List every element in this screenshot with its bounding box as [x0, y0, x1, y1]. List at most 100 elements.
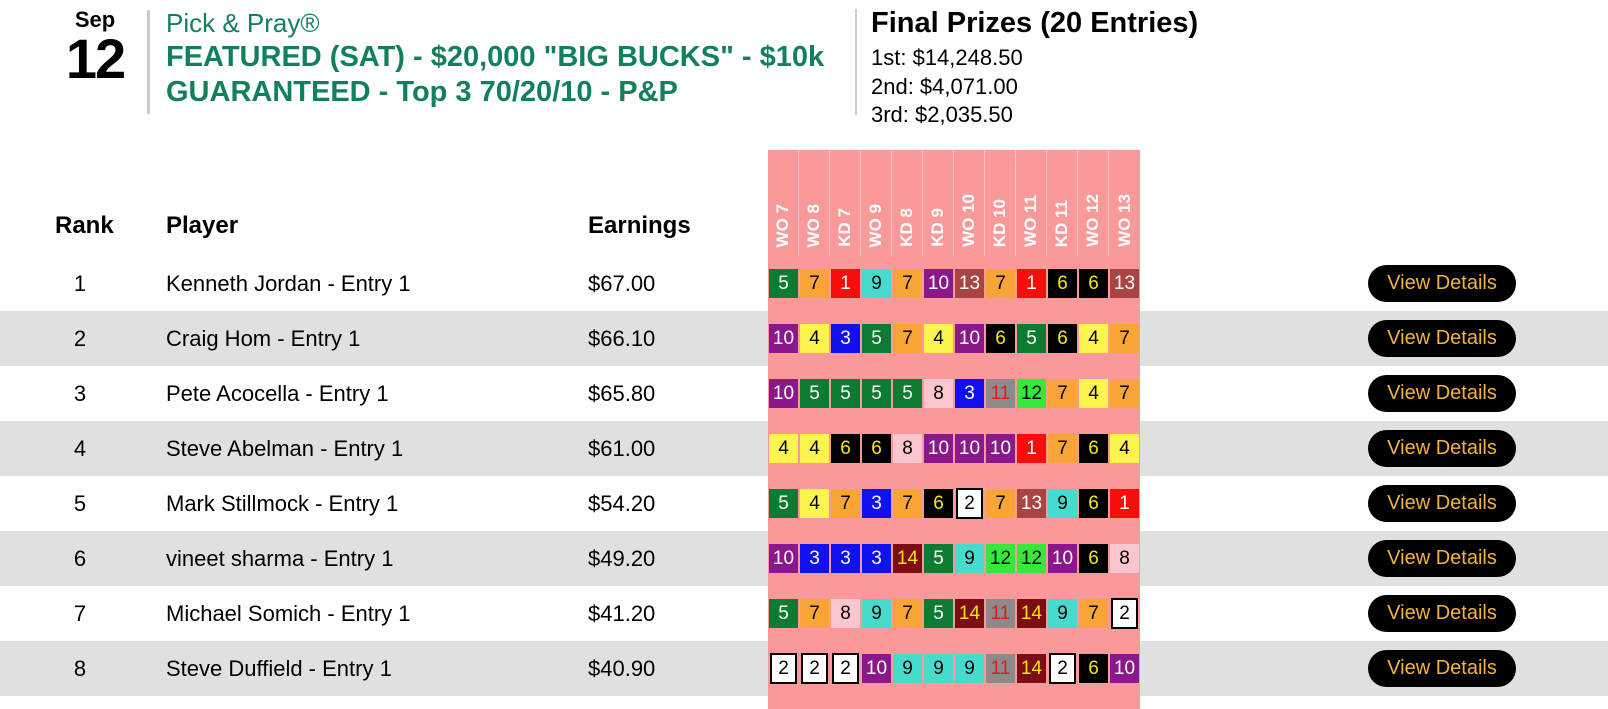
- saddle-cloth-number: 10: [924, 434, 953, 463]
- view-details-button[interactable]: View Details: [1368, 485, 1516, 522]
- prize-third: 3rd: $2,035.50: [871, 102, 1013, 128]
- view-details-button[interactable]: View Details: [1368, 265, 1516, 302]
- race-header-label: WO 10: [959, 194, 978, 247]
- saddle-cloth-number: 7: [800, 599, 829, 628]
- saddle-cloth-number: 6: [986, 324, 1015, 353]
- saddle-cloth-number: 11: [986, 379, 1015, 408]
- saddle-cloth-number: 7: [1079, 599, 1108, 628]
- saddle-cloth-number: 6: [924, 489, 953, 518]
- pick-cell: 9: [954, 641, 985, 696]
- pick-cell: 1: [830, 256, 861, 311]
- pick-cell: 9: [1047, 476, 1078, 531]
- prizes-heading: Final Prizes (20 Entries): [871, 7, 1199, 39]
- pick-cell: 2: [1109, 586, 1140, 641]
- race-header-label: KD 9: [928, 208, 947, 247]
- pick-cell: 5: [768, 586, 799, 641]
- saddle-cloth-number: 9: [893, 654, 922, 683]
- pick-cell: 11: [985, 641, 1016, 696]
- saddle-cloth-number: 2: [832, 653, 859, 684]
- view-details-button[interactable]: View Details: [1368, 375, 1516, 412]
- view-details-button[interactable]: View Details: [1368, 595, 1516, 632]
- saddle-cloth-number: 5: [924, 544, 953, 573]
- pick-cell: 12: [1016, 366, 1047, 421]
- race-column-header: KD 9: [923, 150, 954, 256]
- saddle-cloth-number: 7: [986, 489, 1015, 518]
- saddle-cloth-number: 2: [801, 653, 828, 684]
- saddle-cloth-number: 10: [986, 434, 1015, 463]
- pick-cell: 8: [892, 421, 923, 476]
- race-header-label: WO 11: [1021, 195, 1040, 247]
- pick-cell: 13: [954, 256, 985, 311]
- race-column-header: KD 10: [985, 150, 1016, 256]
- view-details-button[interactable]: View Details: [1368, 430, 1516, 467]
- pick-cell: 7: [1109, 311, 1140, 366]
- race-header-label: KD 11: [1052, 199, 1071, 247]
- saddle-cloth-number: 5: [800, 379, 829, 408]
- saddle-cloth-number: 7: [1048, 379, 1077, 408]
- pick-cell: 6: [1078, 641, 1109, 696]
- saddle-cloth-number: 5: [769, 269, 798, 298]
- pick-cell: 5: [768, 476, 799, 531]
- pick-cell: 2: [954, 476, 985, 531]
- race-header-label: KD 7: [835, 208, 854, 247]
- saddle-cloth-number: 4: [1110, 434, 1139, 463]
- table-row: 4 Steve Abelman - Entry 1 $61.00 4 4 6 6 8 10 10 1…: [0, 421, 1608, 476]
- saddle-cloth-number: 10: [769, 379, 798, 408]
- race-column-header: WO 10: [954, 150, 985, 256]
- pick-cell: 6: [861, 421, 892, 476]
- pick-cell: 1: [1016, 256, 1047, 311]
- pick-cell: 11: [985, 586, 1016, 641]
- saddle-cloth-number: 14: [1017, 599, 1046, 628]
- pick-cell: 4: [923, 311, 954, 366]
- player-cell: Kenneth Jordan - Entry 1: [166, 271, 411, 296]
- pick-cell: 7: [985, 256, 1016, 311]
- leaderboard-rows: 1 Kenneth Jordan - Entry 1 $67.00 5 7 1 9 7 10 13…: [0, 256, 1608, 696]
- column-header-rank: Rank: [55, 212, 114, 239]
- saddle-cloth-number: 10: [955, 434, 984, 463]
- pick-cell: 7: [892, 586, 923, 641]
- pick-cell: 7: [892, 256, 923, 311]
- earnings-cell: $61.00: [588, 436, 656, 461]
- header-divider: [147, 10, 150, 114]
- saddle-cloth-number: 5: [893, 379, 922, 408]
- pick-cell: 3: [954, 366, 985, 421]
- pick-cell: 10: [923, 421, 954, 476]
- saddle-cloth-number: 10: [1048, 544, 1077, 573]
- pick-cell: 4: [768, 421, 799, 476]
- saddle-cloth-number: 3: [862, 544, 891, 573]
- pick-cell: 3: [830, 531, 861, 586]
- saddle-cloth-number: 5: [769, 599, 798, 628]
- picks-strip: 2 2 2 10 9 9 9 11 14 2 6 10: [768, 641, 1140, 696]
- pick-cell: 9: [861, 586, 892, 641]
- saddle-cloth-number: 10: [955, 324, 984, 353]
- saddle-cloth-number: 1: [1017, 269, 1046, 298]
- saddle-cloth-number: 9: [955, 544, 984, 573]
- player-cell: Michael Somich - Entry 1: [166, 601, 411, 626]
- view-details-button[interactable]: View Details: [1368, 650, 1516, 687]
- rank-cell: 8: [73, 656, 87, 681]
- picks-strip: 10 5 5 5 5 8 3 11 12 7 4 7: [768, 366, 1140, 421]
- saddle-cloth-number: 10: [1110, 654, 1139, 683]
- pick-cell: 5: [861, 311, 892, 366]
- table-row: 5 Mark Stillmock - Entry 1 $54.20 5 4 7 3 7 6 2 7 1…: [0, 476, 1608, 531]
- saddle-cloth-number: 11: [986, 654, 1015, 683]
- pick-cell: 3: [799, 531, 830, 586]
- picks-strip: 5 7 8 9 7 5 14 11 14 9 7 2: [768, 586, 1140, 641]
- pick-cell: 6: [1078, 421, 1109, 476]
- player-cell: Craig Hom - Entry 1: [166, 326, 361, 351]
- view-details-button[interactable]: View Details: [1368, 320, 1516, 357]
- pick-cell: 14: [954, 586, 985, 641]
- race-column-header: WO 13: [1109, 150, 1140, 256]
- pick-cell: 10: [1109, 641, 1140, 696]
- view-details-button[interactable]: View Details: [1368, 540, 1516, 577]
- pick-cell: 10: [768, 311, 799, 366]
- picks-strip: 10 4 3 5 7 4 10 6 5 6 4 7: [768, 311, 1140, 366]
- saddle-cloth-number: 8: [831, 599, 860, 628]
- earnings-cell: $65.80: [588, 381, 656, 406]
- saddle-cloth-number: 6: [1079, 269, 1108, 298]
- saddle-cloth-number: 6: [1079, 654, 1108, 683]
- contest-title-block: Pick & Pray® FEATURED (SAT) - $20,000 "B…: [166, 7, 838, 110]
- contest-title: FEATURED (SAT) - $20,000 "BIG BUCKS" - $…: [166, 40, 825, 108]
- pick-cell: 14: [892, 531, 923, 586]
- saddle-cloth-number: 10: [769, 544, 798, 573]
